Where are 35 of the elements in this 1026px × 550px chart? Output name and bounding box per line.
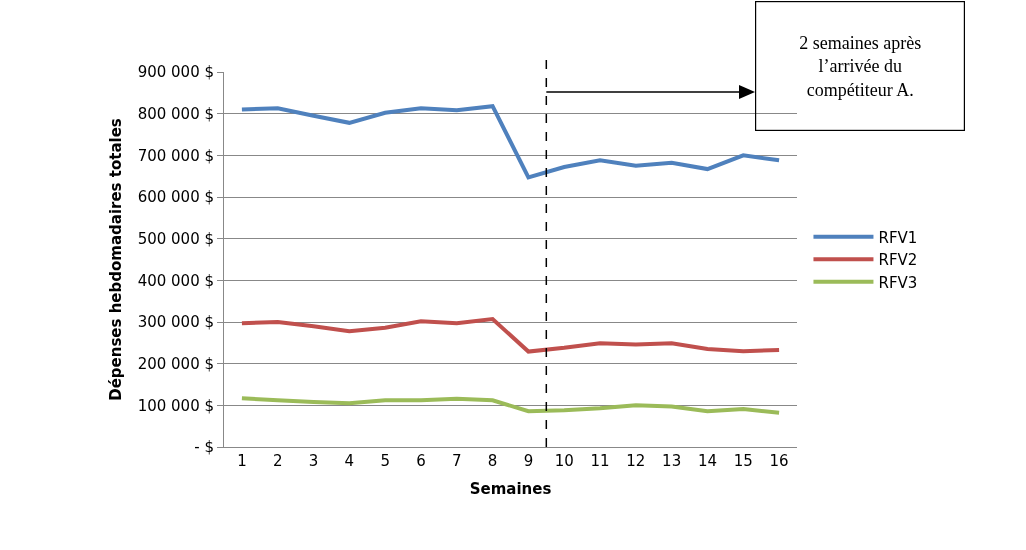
x-tick-label: 2 (272, 452, 283, 470)
y-tick-label: 200 000 $ (137, 354, 214, 373)
y-tick-label: 500 000 $ (137, 229, 214, 248)
y-tick-label: 900 000 $ (137, 63, 214, 82)
x-tick-label: 6 (416, 452, 426, 470)
x-tick-label: 4 (344, 452, 355, 470)
y-tick-label: 100 000 $ (137, 396, 214, 415)
y-tick-label: 600 000 $ (137, 188, 214, 207)
y-tick-label: - $ (194, 438, 214, 457)
x-tick-label: 10 (554, 452, 574, 470)
x-tick-label: 13 (662, 452, 682, 470)
legend-label: RFV1 (878, 228, 918, 247)
x-tick-label: 8 (487, 452, 498, 470)
x-tick-label: 7 (452, 452, 462, 470)
y-tick-label: 700 000 $ (137, 146, 214, 165)
x-tick-label: 16 (769, 452, 789, 470)
x-tick-label: 15 (733, 452, 753, 470)
x-tick-label: 12 (626, 452, 646, 470)
legend-label: RFV2 (878, 251, 918, 270)
y-tick-label: 400 000 $ (137, 271, 214, 290)
x-tick-label: 11 (590, 452, 610, 470)
x-tick-label: 9 (523, 452, 534, 470)
line-series (239, 104, 782, 180)
legend-label: RFV3 (878, 273, 918, 292)
y-tick-label: 800 000 $ (137, 104, 214, 123)
text: 2 semaines après l’arrivée du compétiteur A. (799, 32, 922, 100)
x-axis-title: Semaines (469, 480, 552, 498)
y-axis-title: Dépenses hebdomadaires totales (106, 118, 125, 401)
x-tick-label: 14 (697, 452, 718, 470)
line-series (239, 317, 782, 354)
x-tick-label: 1 (237, 452, 247, 470)
line-series (239, 396, 782, 415)
x-tick-label: 5 (380, 452, 390, 470)
y-tick-label: 300 000 $ (137, 313, 214, 332)
x-tick-label: 3 (308, 452, 319, 470)
